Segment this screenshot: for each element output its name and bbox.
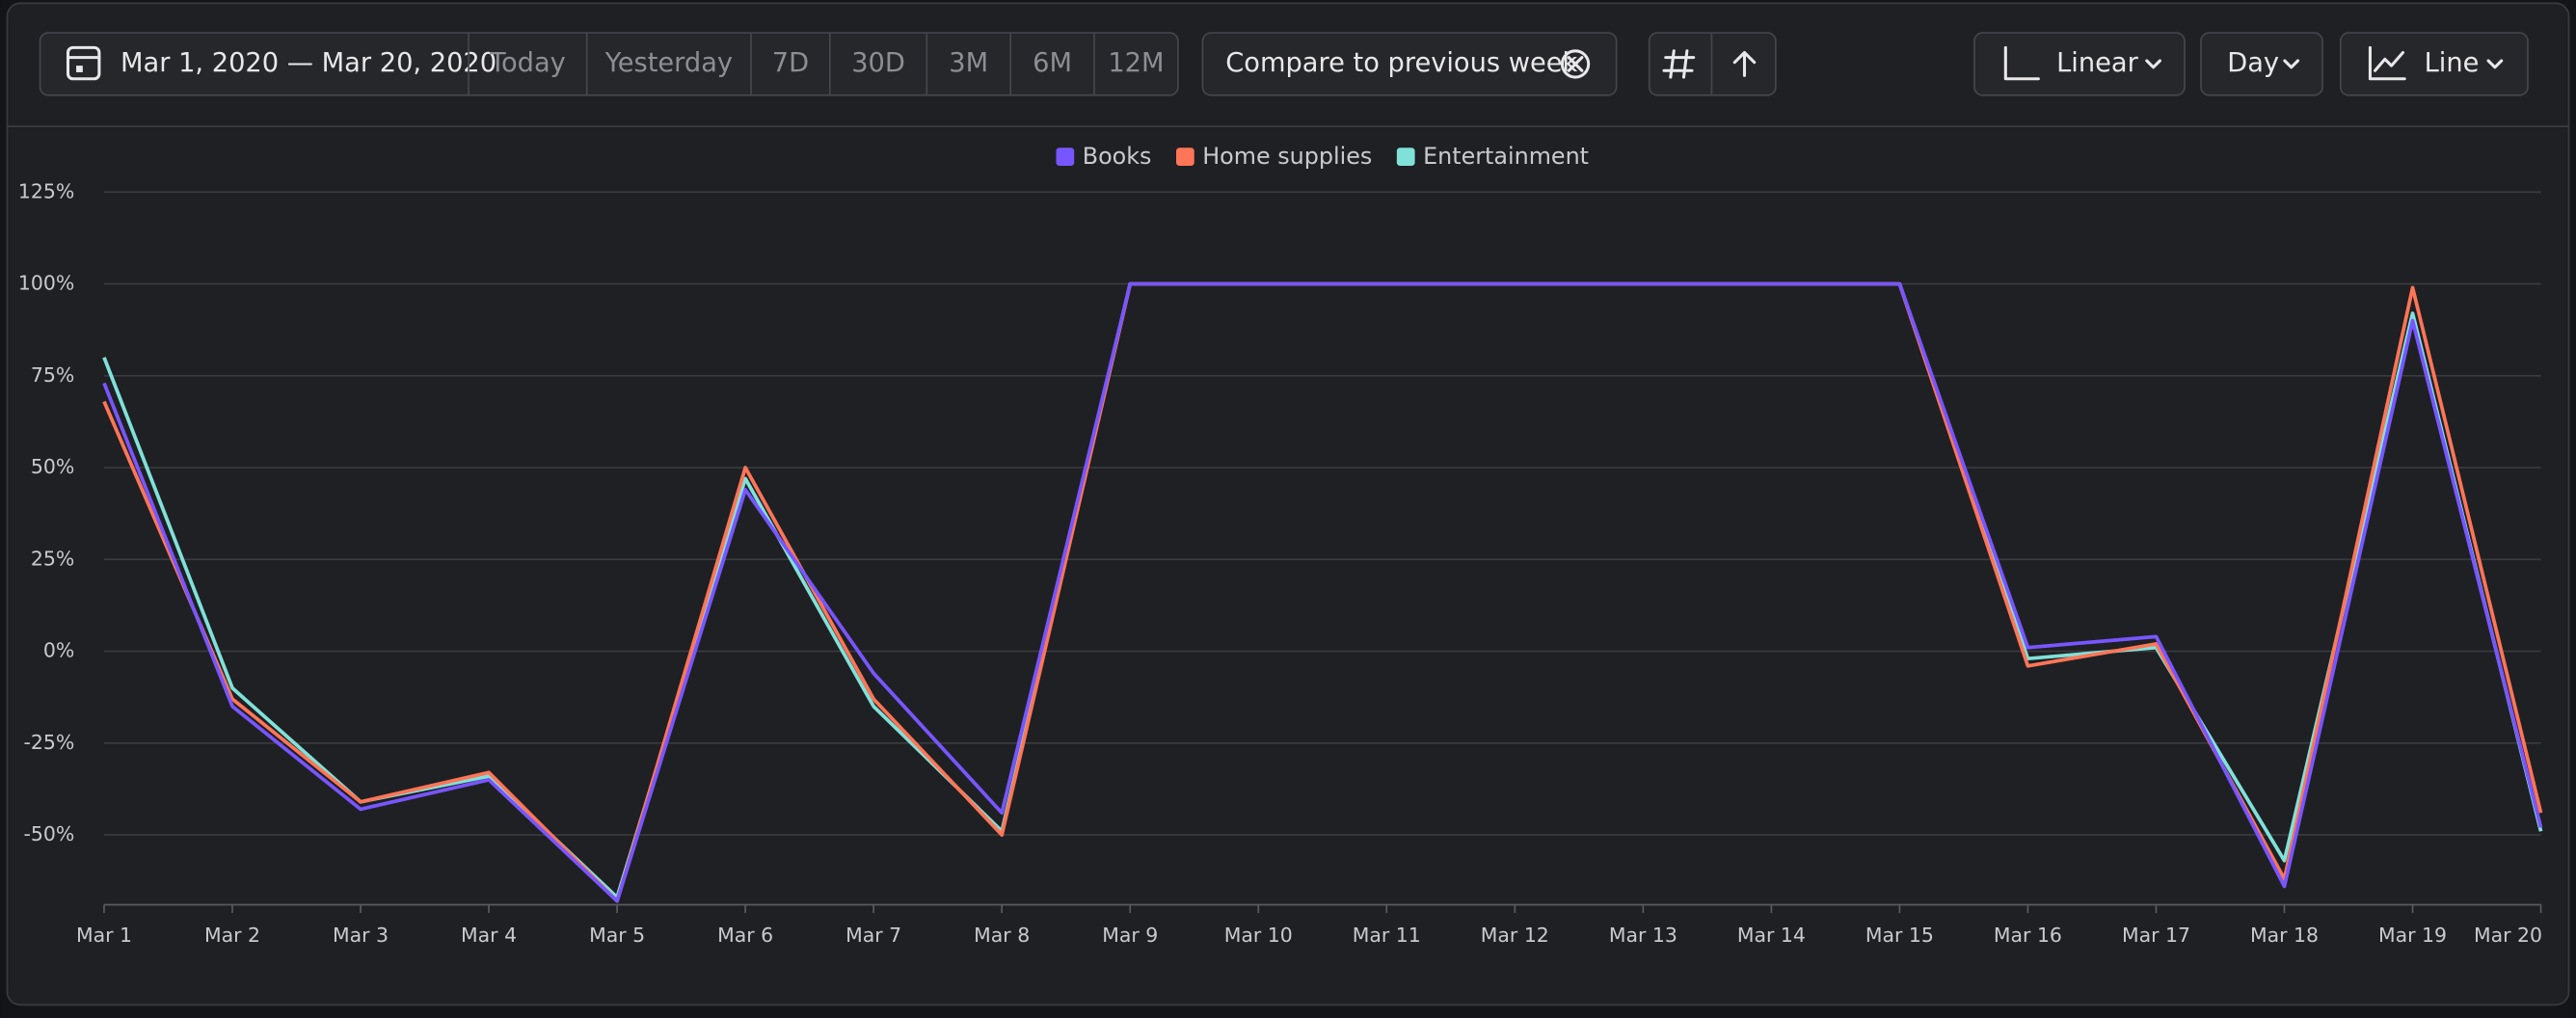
x-tick-label: Mar 2 (204, 924, 260, 947)
clear-icon[interactable] (1560, 49, 1591, 79)
y-tick-label: 75% (31, 363, 74, 387)
preset-button[interactable]: 30D (851, 48, 905, 78)
y-tick-label: -25% (24, 731, 75, 754)
legend-label[interactable]: Entertainment (1423, 143, 1589, 170)
x-tick-label: Mar 10 (1224, 924, 1293, 947)
x-tick-label: Mar 11 (1353, 924, 1421, 947)
x-tick-label: Mar 6 (717, 924, 773, 947)
y-tick-label: -50% (24, 822, 75, 845)
x-tick-label: Mar 9 (1102, 924, 1158, 947)
date-group (39, 32, 1179, 96)
preset-button[interactable]: 12M (1108, 48, 1164, 78)
x-tick-label: Mar 12 (1481, 924, 1549, 947)
preset-button[interactable]: Yesterday (604, 48, 733, 78)
x-tick-label: Mar 15 (1865, 924, 1934, 947)
y-tick-label: 100% (18, 272, 74, 295)
x-tick-label: Mar 17 (2122, 924, 2190, 947)
chevron (2283, 59, 2300, 69)
x-tick-label: Mar 7 (845, 924, 901, 947)
x-tick-label: Mar 13 (1609, 924, 1677, 947)
x-tick-label: Mar 14 (1737, 924, 1806, 947)
x-tick-label: Mar 18 (2250, 924, 2319, 947)
interval-label[interactable]: Day (2227, 48, 2279, 78)
x-tick-label: Mar 19 (2378, 924, 2447, 947)
legend-label[interactable]: Books (1083, 143, 1152, 170)
x-tick-label: Mar 3 (333, 924, 389, 947)
chevron (2145, 59, 2161, 69)
calendar-icon (66, 45, 101, 81)
legend-swatch (1396, 147, 1415, 167)
kind-label[interactable]: Line (2425, 48, 2480, 78)
preset-button[interactable]: 7D (772, 48, 809, 78)
scale-icon (2003, 45, 2040, 81)
compare-label[interactable]: Compare to previous week (1225, 48, 1577, 78)
y-tick-label: 0% (43, 639, 74, 662)
chevron (2486, 59, 2504, 69)
date-range[interactable]: Mar 1, 2020 — Mar 20, 2020 (121, 48, 496, 78)
date-picker[interactable]: Mar 1, 2020 — Mar 20, 2020 (66, 45, 497, 81)
scale-label[interactable]: Linear (2056, 48, 2138, 78)
sort-toggle[interactable] (1732, 50, 1757, 77)
chart: -50% -25% 0% 25% 50% 75% 100% 125% Mar 1 Mar 2 Mar… (18, 143, 2543, 947)
date-toolbar: Mar 1, 2020 — Mar 20, 2020 Today Yesterda… (39, 32, 1179, 96)
legend-label[interactable]: Home supplies (1202, 143, 1372, 170)
legend: Books Home supplies Entertainment (1056, 143, 1589, 170)
panel (6, 2, 2570, 1006)
legend-swatch (1176, 147, 1194, 167)
number-toggle[interactable] (1662, 49, 1696, 79)
series-line (102, 281, 2543, 903)
compare-button[interactable] (1201, 32, 1618, 96)
preset-button[interactable]: 6M (1033, 48, 1072, 78)
calendar-icon (76, 66, 83, 72)
x-tick-label: Mar 4 (461, 924, 517, 947)
x-tick-label: Mar 20 (2474, 924, 2542, 947)
y-tick-label: 50% (31, 455, 74, 478)
legend-swatch (1056, 147, 1075, 167)
x-tick-label: Mar 16 (1994, 924, 2062, 947)
x-tick-label: Mar 8 (974, 924, 1030, 947)
y-tick-label: 125% (18, 179, 74, 202)
interval-dropdown[interactable] (2200, 32, 2323, 96)
line-icon (2368, 45, 2406, 81)
preset-button[interactable]: Today (489, 48, 566, 78)
x-tick-label: Mar 1 (76, 924, 132, 947)
clear-icon (1567, 56, 1584, 72)
x-tick-label: Mar 5 (589, 924, 645, 947)
y-tick-label: 25% (31, 547, 74, 570)
preset-button[interactable]: 3M (949, 48, 988, 78)
